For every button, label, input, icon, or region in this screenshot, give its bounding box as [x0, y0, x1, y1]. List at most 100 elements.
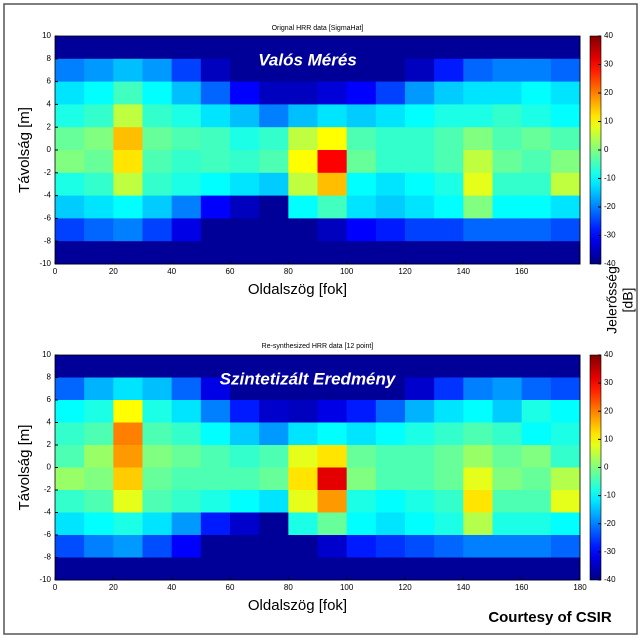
heat-cell: [521, 218, 552, 242]
heat-cell: [434, 36, 464, 60]
heat-cell: [317, 377, 348, 401]
heat-cell: [55, 535, 85, 558]
heat-cell: [84, 104, 114, 128]
heat-cell: [492, 58, 523, 83]
heat-cell: [317, 81, 348, 105]
heat-cell: [463, 104, 493, 128]
heat-cell: [230, 241, 260, 265]
heat-cell: [317, 355, 348, 378]
heat-cell: [113, 400, 143, 423]
heat-cell: [113, 535, 143, 558]
heat-cell: [171, 36, 202, 60]
heat-cell: [113, 467, 143, 491]
heat-cell: [288, 218, 318, 242]
heat-cell: [55, 81, 85, 105]
heat-cell: [434, 422, 464, 446]
x-tick-label: 100: [340, 267, 354, 276]
colorbar-tick-label: -30: [604, 547, 616, 556]
heat-cell: [405, 195, 435, 219]
heat-cell: [55, 127, 85, 151]
heat-cell: [230, 172, 260, 197]
heat-cell: [113, 127, 143, 151]
heat-cell: [492, 127, 523, 151]
heat-cell: [113, 195, 143, 219]
heat-cell: [492, 241, 523, 265]
heat-cell: [142, 218, 173, 242]
heat-cell: [55, 218, 85, 242]
heat-cell: [317, 241, 348, 265]
heat-cell: [375, 81, 406, 105]
heat-cell: [346, 104, 377, 128]
heat-cell: [200, 512, 231, 536]
heat-cell: [375, 512, 406, 536]
x-tick-label: 120: [398, 267, 412, 276]
heat-cell: [405, 490, 435, 513]
heat-cell: [259, 535, 289, 558]
heat-cell: [55, 422, 85, 446]
heat-cell: [142, 377, 173, 401]
heat-cell: [405, 218, 435, 242]
heat-cell: [84, 422, 114, 446]
heat-cell: [346, 422, 377, 446]
heat-cell: [230, 36, 260, 60]
heat-cell: [113, 58, 143, 83]
heat-cell: [550, 195, 581, 219]
y-tick-label: -4: [44, 508, 52, 517]
heat-cell: [346, 445, 377, 468]
heat-cell: [492, 81, 523, 105]
heat-cell: [171, 422, 202, 446]
x-tick-label: 140: [457, 267, 471, 276]
x-tick-label: 0: [53, 583, 58, 592]
heat-cell: [288, 195, 318, 219]
heat-cell: [463, 467, 493, 491]
heat-cell: [463, 377, 493, 401]
heat-cell: [434, 127, 464, 151]
heat-cell: [346, 557, 377, 581]
x-tick-label: 120: [398, 583, 412, 592]
heat-cell: [84, 512, 114, 536]
heat-cell: [521, 81, 552, 105]
heat-cell: [405, 400, 435, 423]
colorbar-tick-label: 40: [604, 350, 613, 359]
heat-cell: [84, 58, 114, 83]
heat-cell: [521, 172, 552, 197]
heat-cell: [171, 195, 202, 219]
heat-cell: [405, 557, 435, 581]
heat-cell: [259, 490, 289, 513]
heat-cell: [84, 195, 114, 219]
heat-cell: [200, 355, 231, 378]
heat-cell: [521, 127, 552, 151]
heat-cell: [492, 445, 523, 468]
heat-cell: [84, 490, 114, 513]
heat-cell: [113, 377, 143, 401]
heat-cell: [171, 512, 202, 536]
heat-cell: [317, 557, 348, 581]
colorbar-tick-label: 10: [604, 434, 613, 443]
heat-cell: [492, 377, 523, 401]
heat-cell: [405, 535, 435, 558]
heat-cell: [492, 104, 523, 128]
heat-cell: [171, 490, 202, 513]
heat-cell: [55, 150, 85, 174]
heat-cell: [230, 81, 260, 105]
y-tick-label: -4: [44, 191, 52, 200]
heat-cell: [200, 195, 231, 219]
y-tick-label: 4: [47, 418, 52, 427]
heat-cell: [55, 557, 85, 581]
heat-cell: [55, 36, 85, 60]
heat-cell: [288, 512, 318, 536]
heat-cell: [346, 535, 377, 558]
y-tick-label: 10: [42, 31, 51, 40]
heat-cell: [200, 400, 231, 423]
y-axis-label: Távolság [m]: [16, 425, 33, 511]
heat-cell: [405, 355, 435, 378]
heat-cell: [55, 58, 85, 83]
heat-cell: [521, 241, 552, 265]
heat-cell: [230, 127, 260, 151]
heat-cell: [200, 557, 231, 581]
heat-cell: [142, 422, 173, 446]
heat-cell: [405, 512, 435, 536]
y-tick-label: -6: [44, 214, 52, 223]
y-tick-label: -2: [44, 168, 52, 177]
